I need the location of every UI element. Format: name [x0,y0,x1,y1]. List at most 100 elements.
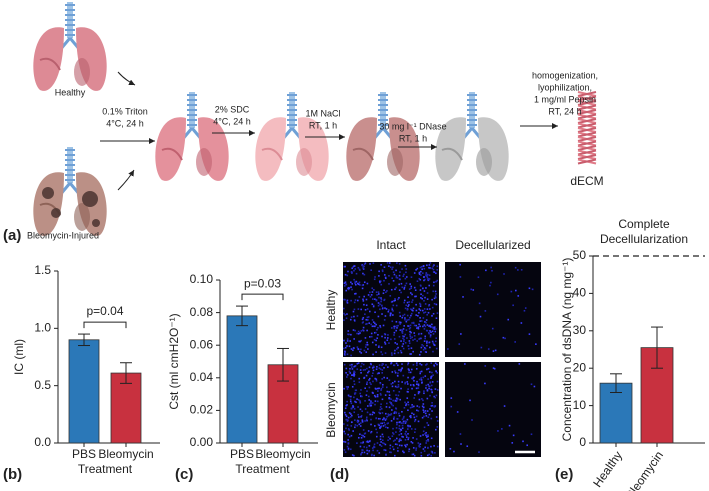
nucleus [426,389,429,391]
ecm-fiber [577,154,597,160]
nucleus [416,267,419,270]
nucleus [420,454,423,457]
nucleus [357,348,360,351]
nucleus [359,369,362,371]
nucleus [434,326,436,328]
nucleus [357,362,360,364]
nucleus [401,345,404,348]
nucleus [370,404,373,407]
nucleus [421,381,423,384]
nucleus [349,367,351,370]
nucleus [415,309,418,312]
nucleus [407,409,409,412]
nucleus [381,378,383,380]
nucleus [396,262,398,264]
nucleus [377,327,379,329]
nucleus [346,445,349,448]
y-tick-label: 10 [573,398,587,412]
nucleus [415,383,418,386]
nucleus [401,286,404,289]
nucleus [409,283,411,285]
nucleus [421,309,424,312]
nucleus [359,332,361,334]
nucleus [378,411,380,414]
nucleus [418,445,420,448]
nucleus [418,312,420,314]
nucleus [371,447,374,449]
trachea-ring [467,104,477,106]
nucleus [355,280,358,283]
nucleus [422,348,425,351]
nucleus [371,413,374,416]
nucleus [430,375,433,378]
nucleus [382,292,385,295]
lung-icon [435,92,509,181]
nucleus [377,315,380,318]
nucleus [364,408,367,410]
nucleus [402,436,404,438]
nucleus [374,403,376,406]
nucleus [409,330,412,333]
nucleus [361,442,364,444]
nucleus [436,363,438,366]
nucleus [370,269,372,272]
nucleus [396,348,398,350]
nucleus [432,327,434,329]
nucleus [395,276,398,279]
nucleus [393,338,396,340]
nucleus [433,302,436,305]
nucleus [424,325,427,328]
y-tick-label: 40 [573,286,587,300]
nucleus [346,404,348,406]
nucleus [374,298,376,301]
nucleus [401,381,403,383]
nucleus [362,326,365,329]
nucleus [411,453,414,456]
nucleus [346,388,349,390]
nucleus [369,381,371,384]
nucleus [381,369,384,371]
nucleus [384,412,387,415]
nucleus [353,338,355,340]
nucleus [360,453,362,455]
nucleus [410,308,412,310]
nucleus [412,339,414,341]
nucleus [392,271,395,273]
nucleus [381,422,383,425]
nucleus [370,403,372,405]
nucleus [384,449,387,452]
nucleus [417,442,420,444]
panel-label: (a) [3,227,21,244]
nucleus [375,344,377,346]
nucleus [425,442,427,444]
lobe-inner [196,148,212,176]
nucleus [411,387,413,390]
nucleus [411,406,414,408]
nucleus [409,292,412,294]
trachea-ring [287,99,297,101]
nucleus [375,435,378,438]
nucleus [389,437,391,440]
nucleus [367,371,369,374]
lobe-inner [296,148,312,176]
nucleus [423,411,425,413]
nucleus [366,440,369,443]
nucleus [406,428,409,430]
nucleus [368,379,370,381]
nucleus [360,395,362,397]
nucleus [422,345,425,347]
nucleus [390,398,392,401]
nucleus [392,266,394,269]
nucleus [352,430,354,432]
y-axis-label: Cst (ml cmH2O⁻¹) [167,313,181,409]
nucleus [409,324,412,327]
nucleus [400,340,402,342]
nucleus [375,339,377,342]
nucleus [426,410,429,412]
nucleus [411,412,413,415]
nucleus [370,423,372,426]
trachea-ring [65,34,75,36]
nucleus [520,268,523,271]
nucleus [406,443,408,446]
lung-icon [255,92,329,181]
